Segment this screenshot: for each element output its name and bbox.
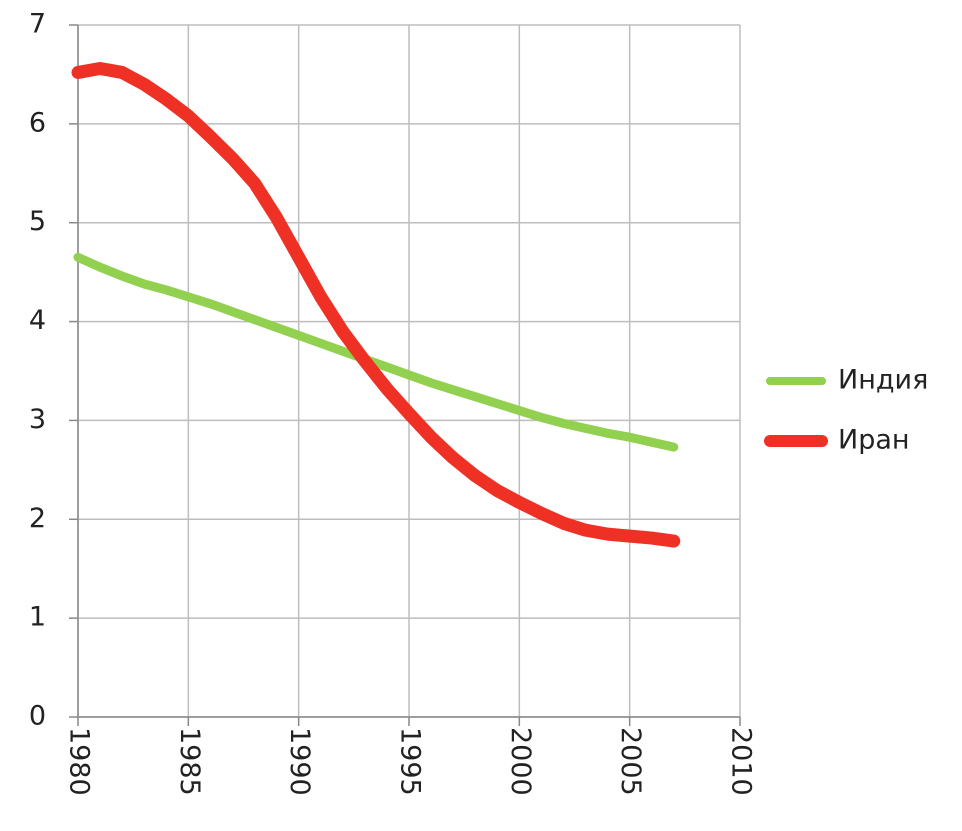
x-tick-label: 1995 <box>395 727 426 796</box>
legend-label: Иран <box>838 425 910 456</box>
y-tick-label: 7 <box>29 9 46 40</box>
x-tick-label: 1990 <box>284 727 315 796</box>
y-tick-label: 5 <box>29 206 46 237</box>
y-tick-label: 0 <box>29 701 46 732</box>
x-tick-label: 2000 <box>505 727 536 796</box>
y-tick-label: 1 <box>29 602 46 633</box>
y-tick-label: 6 <box>29 107 46 138</box>
x-tick-label: 2005 <box>615 727 646 796</box>
data-line <box>73 252 679 452</box>
legend-label: Индия <box>838 365 928 396</box>
x-tick-label: 1985 <box>174 727 205 796</box>
y-tick-label: 2 <box>29 503 46 534</box>
data-line <box>71 61 681 548</box>
y-tick-label: 3 <box>29 404 46 435</box>
x-tick-label: 1980 <box>64 727 95 796</box>
x-tick-label: 2010 <box>726 727 757 796</box>
y-tick-label: 4 <box>29 305 46 336</box>
